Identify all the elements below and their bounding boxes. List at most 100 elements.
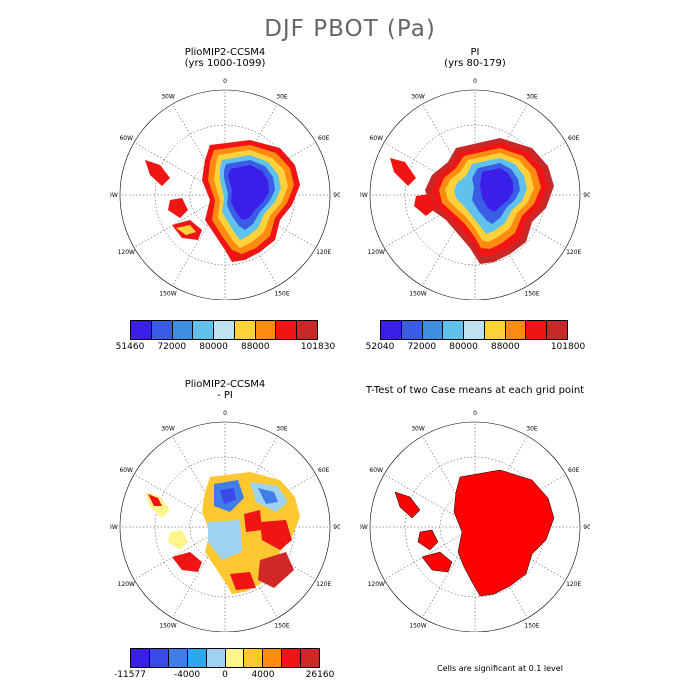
longitude-label: 30E: [526, 93, 538, 100]
longitude-label: 90E: [333, 524, 340, 531]
longitude-label: 150E: [524, 623, 539, 630]
colorbar-swatch: [255, 321, 277, 339]
longitude-label: 150E: [274, 623, 289, 630]
colorbar-swatch: [301, 649, 321, 667]
figure-title: DJF PBOT (Pa): [264, 16, 436, 42]
longitude-label: 90E: [333, 192, 340, 199]
map-boundary: [369, 89, 581, 300]
colorbar-swatch: [187, 649, 207, 667]
panel-subtitle: - PI: [217, 390, 233, 401]
colorbar-3: -11577 -4000 0 4000 26160: [114, 648, 334, 680]
panel-subtitle: (yrs 1000-1099): [184, 58, 266, 69]
colorbar-labels: 51460 72000 80000 88000 101830: [116, 340, 336, 352]
longitude-label: 60W: [119, 135, 133, 142]
significance-field: [394, 469, 555, 597]
longitude-label: 60W: [369, 135, 383, 142]
colorbar-swatch: [443, 321, 465, 339]
colorbar-swatch: [422, 321, 444, 339]
colorbar-swatch: [151, 321, 173, 339]
map-boundary: [119, 89, 331, 300]
colorbar-swatch: [276, 321, 298, 339]
longitude-label: 120W: [118, 249, 135, 256]
longitude-label: 150E: [274, 291, 289, 298]
colorbar-swatch: [505, 321, 527, 339]
colorbar-swatch: [526, 321, 548, 339]
polar-map: 030E60E90E120E150E180150W120W90W60W30W: [110, 410, 340, 632]
colorbar-labels: -11577 -4000 0 4000 26160: [114, 668, 334, 680]
colorbar-2: 52040 72000 80000 88000 101800: [366, 320, 586, 352]
longitude-label: 90W: [360, 524, 368, 531]
antarctica-field: [145, 140, 300, 262]
longitude-label: 0: [223, 78, 227, 85]
colorbar-boxes: [130, 648, 321, 668]
polar-map: 030E60E90E120E150E180150W120W90W60W30W: [110, 78, 340, 300]
longitude-label: 60E: [568, 135, 580, 142]
colorbar-tick-label: 80000: [199, 342, 228, 352]
longitude-label: 90E: [583, 192, 590, 199]
colorbar-tick-label: -11577: [114, 670, 146, 680]
panel-title: T-Test of two Case means at each grid po…: [365, 385, 585, 396]
colorbar-swatch: [172, 321, 194, 339]
longitude-label: 150W: [409, 623, 426, 630]
colorbar-boxes: [380, 320, 569, 340]
longitude-label: 150E: [524, 291, 539, 298]
colorbar-tick-label: 52040: [365, 342, 395, 352]
colorbar-tick-label: 51460: [115, 342, 145, 352]
meridian-line: [383, 526, 476, 580]
longitude-label: 30W: [411, 425, 425, 432]
map-boundary: [369, 421, 581, 632]
colorbar-1: 51460 72000 80000 88000 101830: [116, 320, 336, 352]
longitude-label: 60W: [119, 467, 133, 474]
colorbar-swatch: [484, 321, 506, 339]
colorbar-tick-label: 88000: [491, 342, 520, 352]
colorbar-swatch: [297, 321, 319, 339]
longitude-label: 120W: [368, 581, 385, 588]
colorbar-tick-label: 88000: [241, 342, 270, 352]
longitude-label: 120E: [316, 581, 331, 588]
colorbar-boxes: [130, 320, 319, 340]
longitude-label: 150W: [409, 291, 426, 298]
colorbar-tick-label: 26160: [305, 670, 335, 680]
longitude-label: 0: [223, 410, 227, 417]
longitude-label: 120E: [566, 249, 581, 256]
antarctica-field: [145, 472, 300, 594]
colorbar-swatch: [149, 649, 169, 667]
longitude-label: 30W: [411, 93, 425, 100]
polar-map: 030E60E90E120E150E180150W120W90W60W30W: [360, 410, 590, 632]
antarctica-field: [390, 138, 554, 264]
map-boundary: [119, 421, 331, 632]
colorbar-swatch: [401, 321, 423, 339]
colorbar-swatch: [244, 649, 264, 667]
colorbar-swatch: [263, 649, 283, 667]
longitude-label: 60W: [369, 467, 383, 474]
longitude-label: 60E: [318, 135, 330, 142]
longitude-label: 90W: [360, 192, 368, 199]
polar-map: 030E60E90E120E150E180150W120W90W60W30W: [360, 78, 590, 300]
colorbar-swatch: [193, 321, 215, 339]
colorbar-tick-label: 101830: [300, 342, 336, 352]
longitude-label: 90E: [583, 524, 590, 531]
longitude-label: 30E: [276, 93, 288, 100]
colorbar-swatch: [225, 649, 245, 667]
colorbar-tick-label: 80000: [449, 342, 478, 352]
colorbar-swatch: [282, 649, 302, 667]
panel-title: PI: [470, 47, 480, 58]
longitude-label: 0: [473, 410, 477, 417]
colorbar-tick-label: 4000: [251, 670, 275, 680]
colorbar-swatch: [131, 649, 150, 667]
colorbar-labels: 52040 72000 80000 88000 101800: [366, 340, 586, 352]
colorbar-swatch: [234, 321, 256, 339]
colorbar-tick-label: -4000: [173, 670, 201, 680]
colorbar-tick-label: 101800: [550, 342, 586, 352]
longitude-label: 150W: [159, 623, 176, 630]
longitude-label: 30W: [161, 425, 175, 432]
colorbar-swatch: [464, 321, 485, 339]
longitude-label: 30E: [276, 425, 288, 432]
panel-ttest: T-Test of two Case means at each grid po…: [360, 380, 590, 632]
longitude-label: 30W: [161, 93, 175, 100]
colorbar-tick-label: 72000: [407, 342, 437, 352]
colorbar-tick-label: 72000: [157, 342, 187, 352]
map-grid: 030E60E90E120E150E180150W120W90W60W30W: [360, 78, 590, 300]
panel-subtitle: (yrs 80-179): [444, 58, 506, 69]
colorbar-swatch: [547, 321, 569, 339]
